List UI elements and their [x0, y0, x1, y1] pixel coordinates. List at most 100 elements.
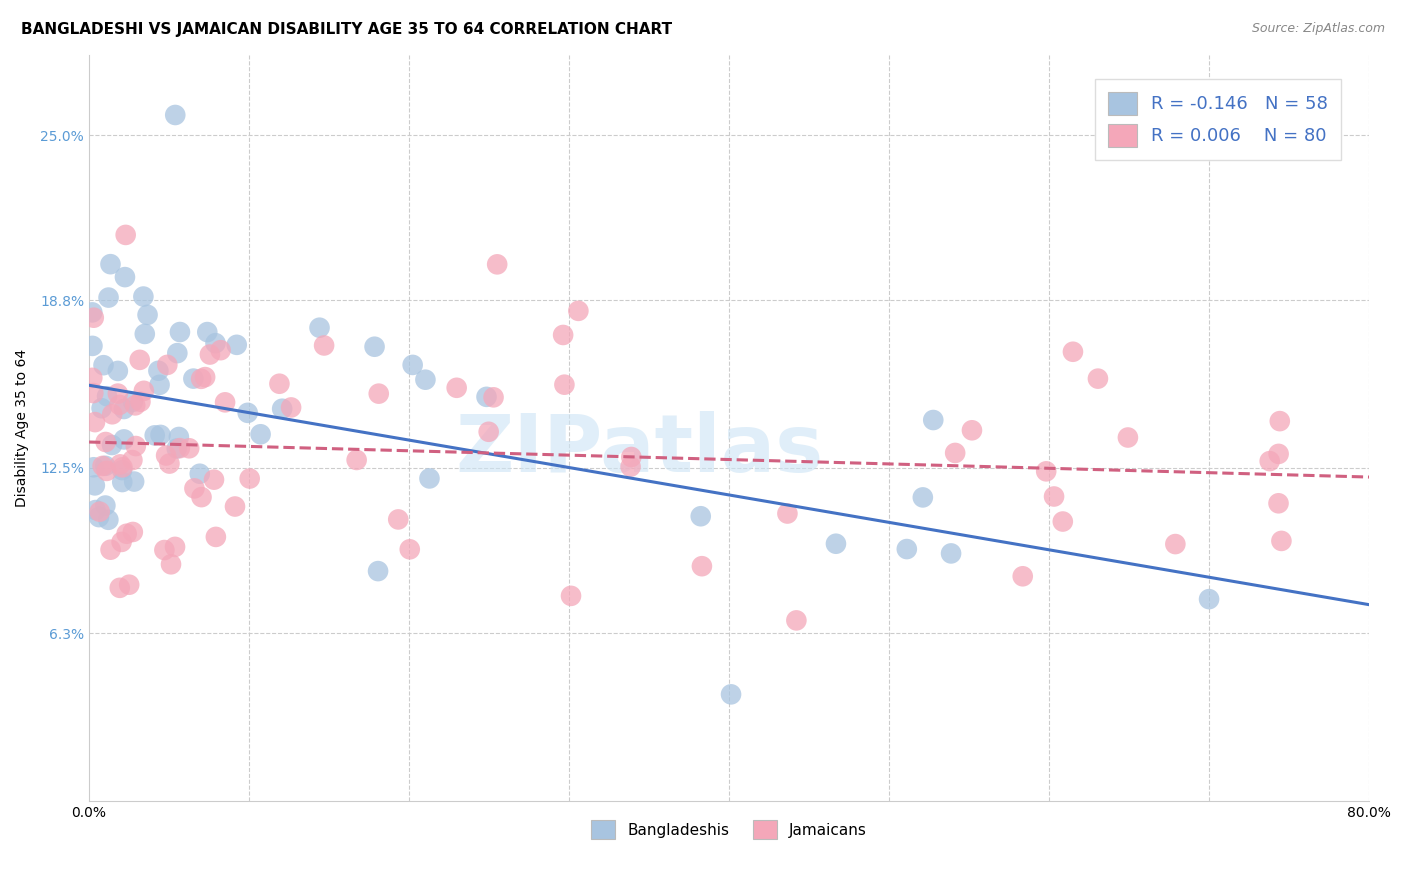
Point: [1011, 569, 1033, 583]
Point: [100, 542, 122, 557]
Point: [195, 325, 218, 339]
Text: Source: ZipAtlas.com: Source: ZipAtlas.com: [1251, 22, 1385, 36]
Point: [122, 394, 145, 409]
Point: [209, 343, 232, 358]
Point: [205, 530, 228, 544]
Point: [911, 491, 934, 505]
Point: [183, 482, 205, 496]
Point: [188, 467, 211, 481]
Point: [83, 310, 105, 325]
Point: [1052, 515, 1074, 529]
Point: [100, 257, 122, 271]
Point: [346, 453, 368, 467]
Point: [475, 390, 498, 404]
Point: [148, 364, 170, 378]
Point: [1116, 430, 1139, 444]
Point: [202, 473, 225, 487]
Point: [269, 376, 291, 391]
Point: [111, 460, 134, 475]
Point: [156, 358, 179, 372]
Point: [84, 415, 107, 429]
Point: [108, 398, 131, 412]
Point: [122, 475, 145, 489]
Point: [363, 340, 385, 354]
Point: [89, 505, 111, 519]
Point: [1198, 592, 1220, 607]
Point: [1164, 537, 1187, 551]
Point: [159, 457, 181, 471]
Point: [367, 564, 389, 578]
Point: [415, 373, 437, 387]
Point: [367, 386, 389, 401]
Point: [84, 503, 107, 517]
Point: [148, 377, 170, 392]
Point: [190, 490, 212, 504]
Point: [93, 358, 115, 372]
Point: [132, 289, 155, 303]
Point: [82, 371, 104, 385]
Point: [1270, 533, 1292, 548]
Point: [1267, 496, 1289, 510]
Point: [128, 352, 150, 367]
Point: [190, 372, 212, 386]
Point: [785, 614, 807, 628]
Point: [149, 428, 172, 442]
Point: [124, 398, 146, 412]
Point: [91, 458, 114, 473]
Point: [1258, 454, 1281, 468]
Point: [132, 384, 155, 398]
Legend: Bangladeshis, Jamaicans: Bangladeshis, Jamaicans: [585, 814, 873, 846]
Point: [418, 471, 440, 485]
Point: [107, 364, 129, 378]
Point: [121, 453, 143, 467]
Point: [239, 471, 262, 485]
Point: [280, 401, 302, 415]
Point: [620, 450, 643, 464]
Point: [111, 463, 134, 477]
Point: [166, 346, 188, 360]
Point: [214, 395, 236, 409]
Point: [314, 338, 336, 352]
Point: [155, 449, 177, 463]
Point: [97, 291, 120, 305]
Point: [398, 542, 420, 557]
Point: [308, 320, 330, 334]
Point: [249, 427, 271, 442]
Point: [166, 442, 188, 456]
Point: [129, 394, 152, 409]
Point: [160, 558, 183, 572]
Point: [1267, 447, 1289, 461]
Point: [108, 458, 131, 472]
Point: [236, 406, 259, 420]
Point: [101, 438, 124, 452]
Point: [1035, 464, 1057, 478]
Point: [271, 401, 294, 416]
Point: [121, 524, 143, 539]
Text: BANGLADESHI VS JAMAICAN DISABILITY AGE 35 TO 64 CORRELATION CHART: BANGLADESHI VS JAMAICAN DISABILITY AGE 3…: [21, 22, 672, 37]
Point: [96, 389, 118, 403]
Point: [896, 542, 918, 557]
Point: [90, 401, 112, 416]
Point: [167, 430, 190, 444]
Point: [94, 458, 117, 473]
Point: [143, 428, 166, 442]
Point: [567, 303, 589, 318]
Point: [689, 509, 711, 524]
Point: [110, 535, 132, 549]
Point: [446, 381, 468, 395]
Point: [1062, 344, 1084, 359]
Point: [943, 446, 966, 460]
Point: [1087, 371, 1109, 385]
Point: [387, 512, 409, 526]
Point: [922, 413, 945, 427]
Point: [960, 423, 983, 437]
Point: [87, 510, 110, 524]
Point: [825, 537, 848, 551]
Point: [486, 257, 509, 271]
Point: [939, 546, 962, 560]
Point: [83, 478, 105, 492]
Point: [198, 347, 221, 361]
Point: [553, 328, 575, 343]
Point: [402, 358, 425, 372]
Point: [204, 336, 226, 351]
